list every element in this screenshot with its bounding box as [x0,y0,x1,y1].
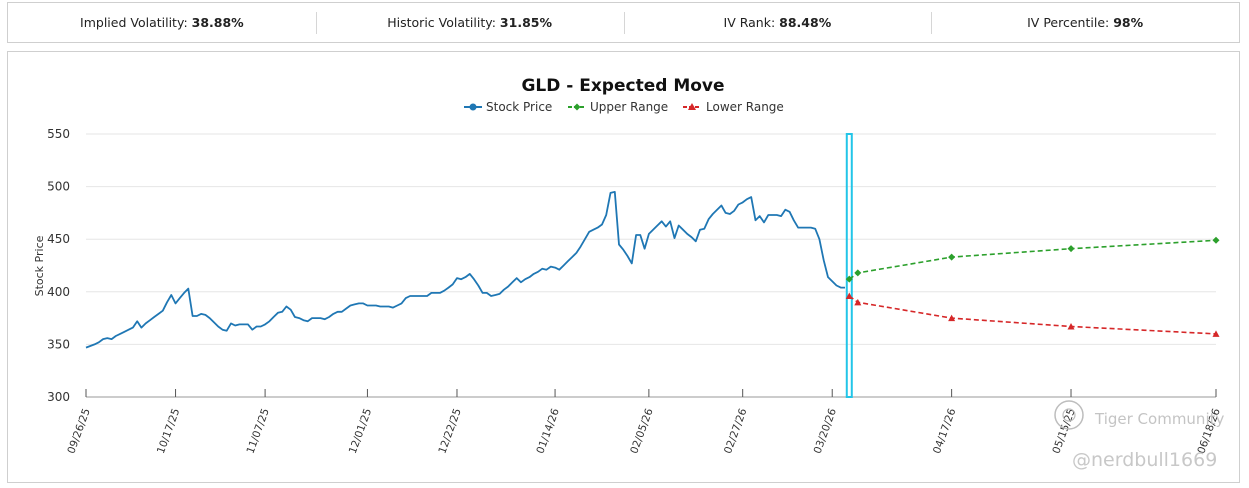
data-point [1067,323,1075,330]
stat-label: Historic Volatility: [387,15,496,30]
data-point [845,275,853,283]
legend-label: Upper Range [590,100,668,114]
data-point [1212,330,1220,337]
legend-label: Stock Price [486,100,552,114]
legend-stock-price[interactable]: Stock Price [464,100,552,114]
chart-panel: GLD - Expected Move Stock Price Upper Ra… [7,51,1240,483]
expected-move-chart: GLD - Expected Move Stock Price Upper Ra… [33,76,1224,471]
legend-triangle-icon [688,103,696,110]
volatility-stats-bar: Implied Volatility: 38.88% Historic Vola… [7,2,1240,43]
stat-value: 31.85% [499,15,552,30]
stat-label: IV Percentile: [1027,15,1110,30]
stat-value: 38.88% [191,15,244,30]
y-axis-label: Stock Price [33,235,46,296]
x-tick-label: 10/17/25 [155,407,182,455]
current-date-marker [845,133,853,398]
data-point [1212,236,1220,244]
legend-diamond-icon [573,103,581,111]
series-line [848,295,1217,335]
data-point [948,253,956,261]
legend-lower-range[interactable]: Lower Range [683,100,784,114]
tiger-logo-icon [1054,400,1084,430]
x-tick-label: 12/01/25 [347,407,374,455]
y-axis-ticks: 300 350 400 450 500 550 [47,127,70,404]
chart-series [85,191,1220,349]
implied-volatility-stat: Implied Volatility: 38.88% [8,15,316,30]
watermark-handle: @nerdbull1669 [1072,449,1217,471]
stat-value: 98% [1113,15,1144,30]
x-tick-label: 09/26/25 [65,407,92,455]
y-tick-label: 500 [47,180,70,194]
y-tick-label: 450 [47,232,70,246]
legend: Stock Price Upper Range Lower Range [464,100,784,114]
series-line [848,239,1217,280]
series-upper-range [845,236,1220,283]
x-tick-label: 02/05/26 [628,407,656,456]
legend-label: Lower Range [706,100,784,114]
x-axis-ticks: 09/26/25 10/17/25 11/07/25 12/01/25 12/22/25… [65,389,1223,455]
y-tick-label: 300 [47,390,70,404]
gridlines [86,133,1216,398]
data-point [854,298,862,306]
watermark: Tiger Community @nerdbull1669 [1054,400,1224,471]
data-point [854,269,862,277]
x-tick-label: 02/27/26 [722,407,750,456]
watermark-brand: Tiger Community [1094,410,1224,428]
x-tick-label: 04/17/26 [931,407,959,456]
x-tick-label: 01/14/26 [534,407,562,456]
data-point [948,314,956,322]
series-lower-range [845,292,1220,337]
series-line [85,191,845,349]
stat-label: IV Rank: [723,15,776,30]
x-tick-label: 11/07/25 [245,407,272,455]
y-tick-label: 350 [47,337,70,351]
historic-volatility-stat: Historic Volatility: 31.85% [315,12,624,34]
stat-value: 88.48% [779,15,832,30]
y-tick-label: 400 [47,285,70,299]
stat-label: Implied Volatility: [80,15,188,30]
legend-upper-range[interactable]: Upper Range [568,100,668,114]
tiger-logo-inner-icon [1062,408,1076,422]
iv-percentile-stat: IV Percentile: 98% [931,12,1239,34]
series-stock-price [85,191,845,349]
legend-circle-icon [469,103,477,111]
chart-title: GLD - Expected Move [521,76,724,96]
iv-rank-stat: IV Rank: 88.48% [623,12,932,34]
y-tick-label: 550 [47,127,70,141]
x-tick-label: 12/22/25 [436,407,463,455]
data-point [1067,245,1075,253]
data-point [845,292,853,300]
x-tick-label: 03/20/26 [812,407,840,456]
